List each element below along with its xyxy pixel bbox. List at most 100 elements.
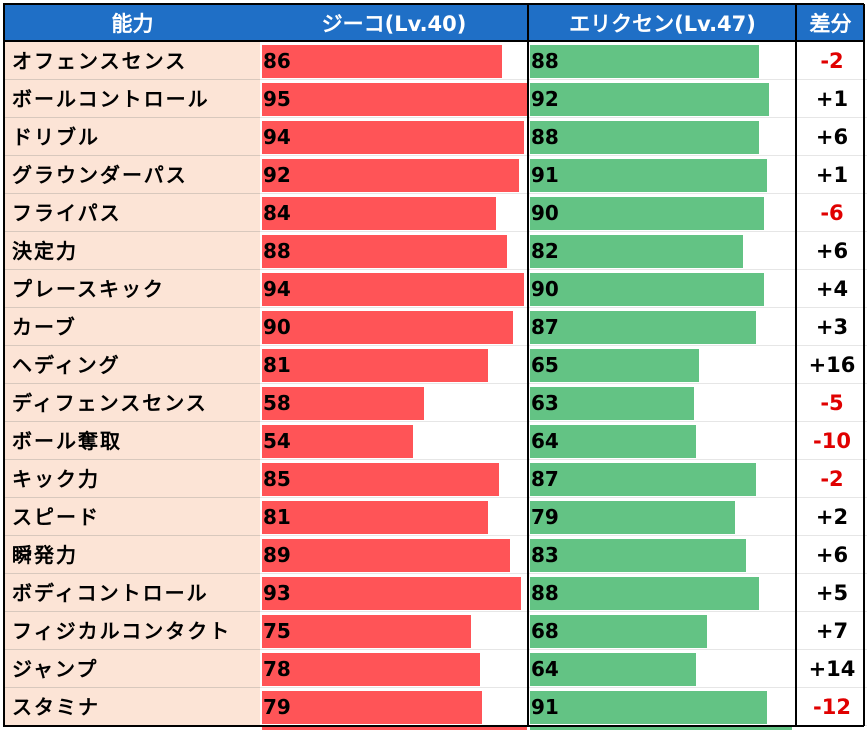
player-a-value: 86 <box>263 49 291 73</box>
table-row: グラウンダーパス 92 91 +1 <box>0 156 867 194</box>
ability-name: グラウンダーパス <box>12 163 188 187</box>
player-a-value: 95 <box>263 87 291 111</box>
table-row: オフェンスセンス 86 88 -2 <box>0 42 867 80</box>
border-header-bottom <box>3 40 864 42</box>
player-b-value: 83 <box>531 543 559 567</box>
ability-name: ボディコントロール <box>12 581 209 605</box>
player-b-bar <box>530 691 767 724</box>
diff-value: +4 <box>815 277 849 301</box>
ability-name-cell: ドリブル <box>5 118 260 156</box>
header-diff: 差分 <box>797 4 864 41</box>
player-b-cell: 92 <box>528 80 795 118</box>
table-row: 決定力 88 82 +6 <box>0 232 867 270</box>
player-a-value: 94 <box>263 125 291 149</box>
player-a-cell: 94 <box>260 270 527 308</box>
player-b-cell: 87 <box>528 308 795 346</box>
diff-cell: -12 <box>797 688 867 726</box>
player-b-cell: 88 <box>528 118 795 156</box>
ability-name-cell: スタミナ <box>5 688 260 726</box>
ability-name: フィジカルコンタクト <box>12 619 232 643</box>
player-b-value: 88 <box>531 49 559 73</box>
player-a-bar <box>262 83 527 116</box>
player-a-cell: 81 <box>260 346 527 384</box>
player-a-bar <box>262 349 488 382</box>
diff-cell: -2 <box>797 460 867 498</box>
player-a-value: 81 <box>263 505 291 529</box>
player-b-bar <box>530 577 759 610</box>
player-b-cell: 82 <box>528 232 795 270</box>
diff-value: +2 <box>815 505 849 529</box>
diff-value: +7 <box>815 619 849 643</box>
ability-name: プレースキック <box>12 277 165 301</box>
player-a-value: 79 <box>263 695 291 719</box>
ability-name: キック力 <box>12 467 100 491</box>
ability-name: ジャンプ <box>12 657 99 681</box>
player-a-bar <box>262 463 499 496</box>
diff-cell: +6 <box>797 118 867 156</box>
player-a-cell: 78 <box>260 650 527 688</box>
player-b-value: 63 <box>531 391 559 415</box>
diff-value: +3 <box>815 315 849 339</box>
player-b-cell: 87 <box>528 460 795 498</box>
diff-value: +6 <box>815 125 849 149</box>
ability-name-cell: オフェンスセンス <box>5 42 260 80</box>
player-a-value: 58 <box>263 391 291 415</box>
player-b-value: 68 <box>531 619 559 643</box>
player-b-bar <box>530 501 735 534</box>
player-b-bar <box>530 349 699 382</box>
diff-value: -6 <box>820 201 844 225</box>
diff-value: +5 <box>815 581 849 605</box>
diff-value: +6 <box>815 239 849 263</box>
diff-value: +1 <box>815 163 849 187</box>
player-b-cell: 88 <box>528 574 795 612</box>
ability-name: 決定力 <box>12 239 78 263</box>
border-bottom <box>3 725 864 727</box>
diff-cell: +6 <box>797 536 867 574</box>
diff-cell: +16 <box>797 346 867 384</box>
player-b-value: 91 <box>531 163 559 187</box>
diff-value: -2 <box>820 467 844 491</box>
border-after-player-a <box>527 4 529 726</box>
table-row: ドリブル 94 88 +6 <box>0 118 867 156</box>
diff-value: -2 <box>820 49 844 73</box>
ability-name-cell: 決定力 <box>5 232 260 270</box>
player-b-value: 65 <box>531 353 559 377</box>
player-a-cell: 54 <box>260 422 527 460</box>
ability-name-cell: スピード <box>5 498 260 536</box>
player-b-cell: 83 <box>528 536 795 574</box>
player-a-cell: 92 <box>260 156 527 194</box>
diff-cell: +2 <box>797 498 867 536</box>
player-b-value: 87 <box>531 315 559 339</box>
ability-name-cell: ディフェンスセンス <box>5 384 260 422</box>
player-a-cell: 81 <box>260 498 527 536</box>
player-b-cell: 79 <box>528 498 795 536</box>
ability-name: ボール奪取 <box>12 429 122 453</box>
player-b-value: 87 <box>531 467 559 491</box>
player-a-bar <box>262 615 471 648</box>
diff-cell: +5 <box>797 574 867 612</box>
player-a-value: 75 <box>263 619 291 643</box>
player-b-cell: 88 <box>528 42 795 80</box>
ability-name: 瞬発力 <box>12 543 78 567</box>
diff-cell: -6 <box>797 194 867 232</box>
player-a-value: 94 <box>263 277 291 301</box>
player-a-cell: 88 <box>260 232 527 270</box>
player-b-bar <box>530 197 764 230</box>
player-a-bar <box>262 577 521 610</box>
table-row: ボディコントロール 93 88 +5 <box>0 574 867 612</box>
player-a-bar <box>262 691 482 724</box>
border-left <box>3 4 5 726</box>
table-row: フライパス 84 90 -6 <box>0 194 867 232</box>
table-row: フィジカルコンタクト 75 68 +7 <box>0 612 867 650</box>
player-a-cell: 75 <box>260 612 527 650</box>
player-b-bar <box>530 653 696 686</box>
player-a-value: 85 <box>263 467 291 491</box>
player-a-value: 54 <box>263 429 291 453</box>
table-row: ジャンプ 78 64 +14 <box>0 650 867 688</box>
player-b-bar <box>530 83 769 116</box>
ability-name-cell: プレースキック <box>5 270 260 308</box>
diff-cell: -5 <box>797 384 867 422</box>
table-row: プレースキック 94 90 +4 <box>0 270 867 308</box>
diff-value: -5 <box>820 391 844 415</box>
player-b-cell: 90 <box>528 194 795 232</box>
